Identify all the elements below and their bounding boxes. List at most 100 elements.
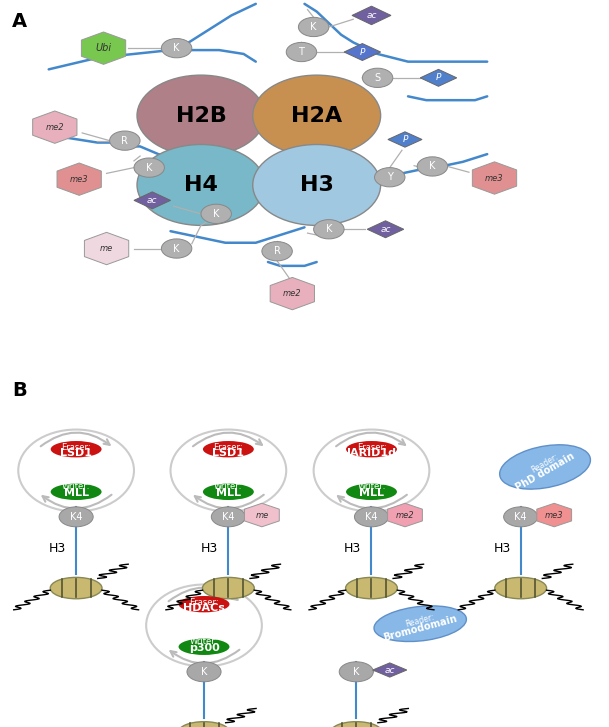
Text: K4: K4 bbox=[222, 512, 234, 522]
Ellipse shape bbox=[374, 606, 466, 641]
Circle shape bbox=[298, 17, 329, 36]
Ellipse shape bbox=[137, 145, 265, 225]
Polygon shape bbox=[473, 162, 516, 194]
Text: Writer:: Writer: bbox=[214, 481, 242, 491]
Text: H2A: H2A bbox=[291, 105, 342, 126]
Text: Eraser:: Eraser: bbox=[62, 443, 91, 451]
Ellipse shape bbox=[178, 638, 230, 655]
Text: Reader:: Reader: bbox=[530, 451, 560, 474]
Circle shape bbox=[187, 662, 221, 682]
Text: P: P bbox=[403, 135, 407, 144]
Ellipse shape bbox=[346, 483, 397, 500]
Ellipse shape bbox=[346, 441, 397, 457]
Ellipse shape bbox=[202, 577, 255, 599]
Text: H4: H4 bbox=[184, 175, 218, 195]
Polygon shape bbox=[537, 503, 572, 527]
Polygon shape bbox=[373, 663, 407, 677]
Text: LSD1: LSD1 bbox=[60, 449, 92, 458]
Circle shape bbox=[161, 239, 192, 258]
Text: me2: me2 bbox=[46, 123, 64, 132]
Text: PhD domain: PhD domain bbox=[514, 451, 576, 492]
Ellipse shape bbox=[330, 722, 382, 727]
Text: HDACs: HDACs bbox=[183, 603, 225, 614]
Text: K: K bbox=[174, 43, 180, 53]
Ellipse shape bbox=[51, 483, 102, 500]
Polygon shape bbox=[367, 221, 404, 238]
Circle shape bbox=[201, 204, 231, 223]
Text: H3: H3 bbox=[300, 175, 334, 195]
Text: me2: me2 bbox=[283, 289, 301, 298]
Text: R: R bbox=[121, 136, 128, 145]
Ellipse shape bbox=[499, 445, 591, 489]
Text: Eraser:: Eraser: bbox=[189, 598, 219, 606]
Text: K4: K4 bbox=[515, 512, 527, 522]
Text: MLL: MLL bbox=[359, 489, 384, 499]
Circle shape bbox=[110, 131, 140, 150]
Text: K: K bbox=[146, 163, 152, 172]
Circle shape bbox=[262, 241, 292, 261]
Ellipse shape bbox=[51, 441, 102, 457]
Text: S: S bbox=[375, 73, 381, 83]
Text: Bromodomain: Bromodomain bbox=[382, 613, 458, 643]
Circle shape bbox=[134, 158, 164, 177]
Text: H3: H3 bbox=[344, 542, 361, 555]
Text: me3: me3 bbox=[485, 174, 504, 182]
Ellipse shape bbox=[50, 577, 102, 599]
Text: K: K bbox=[429, 161, 435, 172]
Text: P: P bbox=[360, 47, 365, 57]
Circle shape bbox=[504, 507, 538, 527]
Ellipse shape bbox=[137, 75, 265, 156]
Text: Eraser:: Eraser: bbox=[214, 443, 243, 451]
Text: R: R bbox=[273, 246, 281, 256]
Polygon shape bbox=[33, 111, 77, 143]
Polygon shape bbox=[344, 44, 381, 60]
Circle shape bbox=[161, 39, 192, 57]
Text: A: A bbox=[12, 12, 27, 31]
Text: ac: ac bbox=[366, 11, 377, 20]
Ellipse shape bbox=[253, 75, 381, 156]
Text: me: me bbox=[100, 244, 113, 253]
Circle shape bbox=[314, 220, 344, 239]
Circle shape bbox=[354, 507, 389, 527]
Text: ac: ac bbox=[384, 665, 395, 675]
Text: MLL: MLL bbox=[216, 489, 241, 499]
Circle shape bbox=[362, 68, 393, 87]
Text: Eraser:: Eraser: bbox=[357, 443, 386, 451]
Text: me3: me3 bbox=[70, 174, 88, 184]
Text: K: K bbox=[174, 244, 180, 254]
Text: Reader:: Reader: bbox=[405, 612, 435, 628]
Text: me2: me2 bbox=[396, 510, 414, 520]
Text: P: P bbox=[436, 73, 441, 82]
Text: Y: Y bbox=[387, 172, 393, 182]
Text: H3: H3 bbox=[49, 542, 66, 555]
Polygon shape bbox=[134, 192, 171, 209]
Text: K4: K4 bbox=[70, 512, 82, 522]
Circle shape bbox=[417, 157, 448, 176]
Polygon shape bbox=[420, 69, 457, 87]
Text: ac: ac bbox=[380, 225, 391, 234]
Text: MLL: MLL bbox=[63, 489, 89, 499]
Text: H3: H3 bbox=[201, 542, 218, 555]
Circle shape bbox=[375, 168, 405, 187]
Ellipse shape bbox=[253, 145, 381, 225]
Text: me: me bbox=[255, 510, 269, 520]
Polygon shape bbox=[352, 6, 391, 25]
Ellipse shape bbox=[203, 441, 254, 457]
Ellipse shape bbox=[178, 722, 230, 727]
Ellipse shape bbox=[203, 483, 254, 500]
Text: K: K bbox=[201, 667, 207, 677]
Text: ac: ac bbox=[147, 196, 158, 205]
Text: K: K bbox=[353, 667, 359, 677]
Text: H2B: H2B bbox=[175, 105, 227, 126]
Text: me3: me3 bbox=[545, 510, 563, 520]
Text: K: K bbox=[213, 209, 219, 219]
Polygon shape bbox=[244, 503, 280, 527]
Text: B: B bbox=[12, 382, 27, 401]
Circle shape bbox=[286, 42, 317, 62]
Polygon shape bbox=[85, 233, 128, 265]
Ellipse shape bbox=[495, 577, 547, 599]
Text: Writer:: Writer: bbox=[190, 637, 218, 646]
Text: K: K bbox=[326, 224, 332, 234]
Polygon shape bbox=[270, 278, 314, 310]
Polygon shape bbox=[387, 503, 423, 527]
